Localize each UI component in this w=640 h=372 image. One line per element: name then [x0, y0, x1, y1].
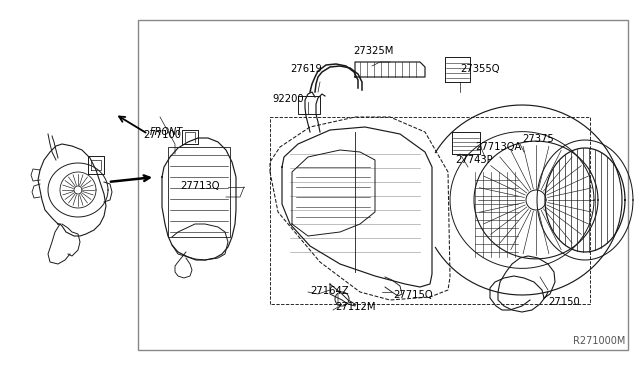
Bar: [138, 20, 628, 350]
Text: 27164Z: 27164Z: [310, 286, 349, 296]
Text: 277100: 277100: [143, 130, 181, 140]
Text: 27743P: 27743P: [455, 155, 493, 165]
Text: 27112M: 27112M: [335, 302, 376, 312]
Text: 27713QA: 27713QA: [475, 142, 522, 152]
Bar: [298, 96, 320, 114]
Text: 27355Q: 27355Q: [460, 64, 499, 74]
Text: 27325M: 27325M: [353, 46, 394, 56]
Text: R271000M: R271000M: [573, 336, 625, 346]
Text: 27619: 27619: [290, 64, 322, 74]
Text: 92200: 92200: [272, 94, 303, 104]
Text: 27375: 27375: [522, 134, 554, 144]
Text: 27715Q: 27715Q: [393, 290, 433, 300]
Text: 27150: 27150: [548, 297, 580, 307]
Text: 27713Q: 27713Q: [180, 181, 220, 191]
Text: FRONT: FRONT: [150, 127, 183, 137]
